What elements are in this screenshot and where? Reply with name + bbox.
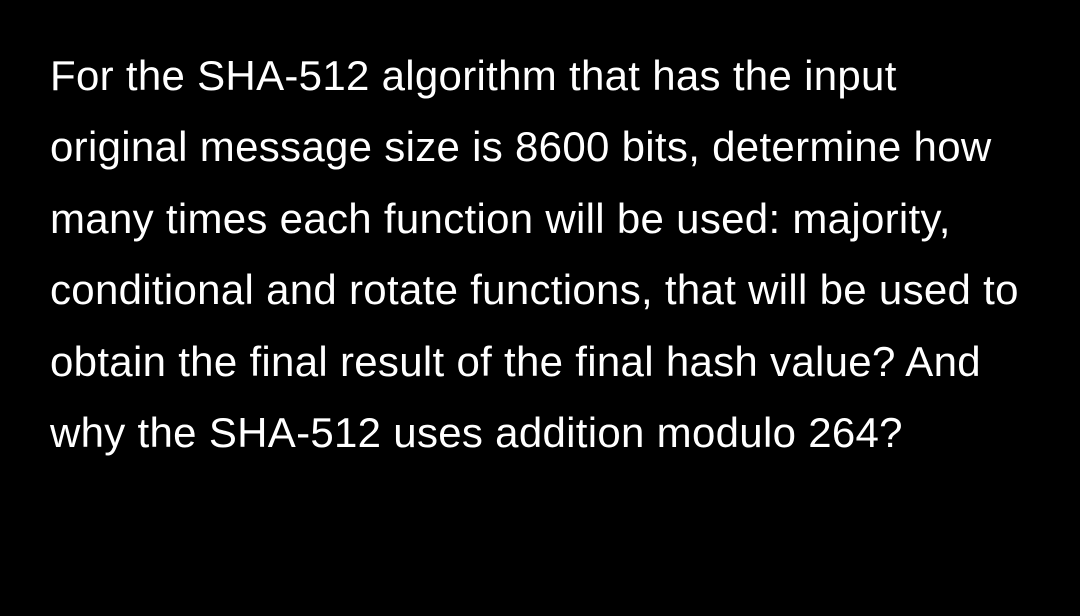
question-text: For the SHA-512 algorithm that has the i… <box>50 40 1030 468</box>
